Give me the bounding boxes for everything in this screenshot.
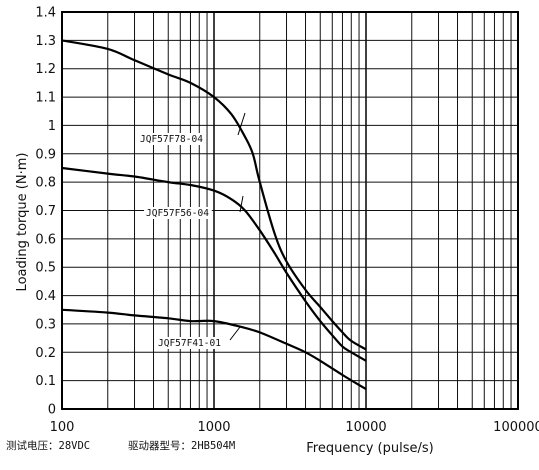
y-axis-ticks: 0 0.1 0.2 0.3 0.4 0.5 0.6 0.7 0.8 0.9 1 1.1 1.2 1.3 1.… xyxy=(35,6,56,418)
curve-label: JQF57F56-04 xyxy=(146,208,209,219)
y-tick-label: 0.9 xyxy=(35,147,56,162)
y-tick-label: 0.6 xyxy=(35,232,56,247)
x-axis-title: Frequency (pulse/s) xyxy=(306,441,433,456)
y-axis-title: Loading torque (N·m) xyxy=(15,153,30,292)
series-line-2 xyxy=(61,166,367,362)
curve-labels: JQF57F78-04 JQF57F56-04 JQF57F41-01 xyxy=(138,112,246,349)
leader-line xyxy=(237,112,246,136)
y-tick-label: 0.5 xyxy=(35,261,56,276)
plot-border xyxy=(61,11,519,410)
y-tick-label: 1.3 xyxy=(35,34,56,49)
curves xyxy=(61,39,367,391)
x-tick-label: 100000 xyxy=(493,420,539,435)
plot-frame xyxy=(61,11,519,410)
plot-grid xyxy=(62,12,518,409)
y-tick-label: 0.7 xyxy=(35,204,56,219)
y-tick-label: 1.2 xyxy=(35,62,56,77)
y-tick-label: 1.1 xyxy=(35,91,56,106)
test-voltage-note: 测试电压：28VDC xyxy=(6,440,91,452)
x-axis-ticks: 100 1000 10000 100000 xyxy=(50,420,539,435)
series-line-1 xyxy=(61,39,367,351)
curve-label: JQF57F78-04 xyxy=(140,134,203,145)
leader-line xyxy=(229,326,241,341)
y-tick-label: 0.1 xyxy=(35,374,56,389)
y-tick-label: 0.2 xyxy=(35,346,56,361)
series-line-3 xyxy=(61,308,367,391)
curve-label: JQF57F41-01 xyxy=(158,338,221,349)
leader-line xyxy=(239,195,244,213)
y-tick-label: 0.3 xyxy=(35,317,56,332)
curve-label-bg xyxy=(156,337,224,349)
driver-model-note: 驱动器型号：2HB504M xyxy=(128,440,236,452)
y-tick-label: 0.4 xyxy=(35,289,56,304)
y-tick-label: 1 xyxy=(48,119,56,134)
curve-label-bg xyxy=(144,207,212,219)
x-tick-label: 1000 xyxy=(197,420,230,435)
y-tick-label: 0 xyxy=(48,403,56,418)
y-tick-label: 0.8 xyxy=(35,176,56,191)
x-tick-label: 100 xyxy=(50,420,75,435)
x-tick-label: 10000 xyxy=(345,420,386,435)
y-tick-label: 1.4 xyxy=(35,6,56,21)
curve-label-bg xyxy=(138,133,206,145)
